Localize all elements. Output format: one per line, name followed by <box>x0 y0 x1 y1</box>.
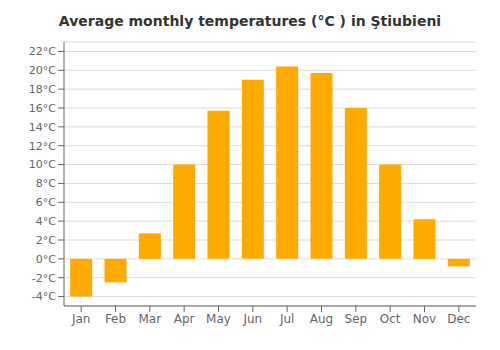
svg-text:Nov: Nov <box>413 312 436 326</box>
svg-text:4°C: 4°C <box>36 215 56 228</box>
svg-text:Apr: Apr <box>174 312 195 326</box>
svg-text:May: May <box>206 312 231 326</box>
svg-text:Dec: Dec <box>447 312 470 326</box>
svg-text:Oct: Oct <box>380 312 401 326</box>
svg-text:Feb: Feb <box>105 312 126 326</box>
svg-text:20°C: 20°C <box>29 64 56 77</box>
svg-text:22°C: 22°C <box>29 45 56 58</box>
svg-text:Jan: Jan <box>71 312 91 326</box>
svg-text:6°C: 6°C <box>36 196 56 209</box>
svg-text:-2°C: -2°C <box>32 272 56 285</box>
svg-text:10°C: 10°C <box>29 158 56 171</box>
svg-text:0°C: 0°C <box>36 253 56 266</box>
svg-text:Jul: Jul <box>279 312 294 326</box>
svg-text:2°C: 2°C <box>36 234 56 247</box>
svg-text:Aug: Aug <box>310 312 333 326</box>
svg-text:Sep: Sep <box>345 312 368 326</box>
svg-text:8°C: 8°C <box>36 177 56 190</box>
svg-text:-4°C: -4°C <box>32 290 56 303</box>
svg-text:Jun: Jun <box>242 312 262 326</box>
svg-text:14°C: 14°C <box>29 121 56 134</box>
svg-text:Mar: Mar <box>139 312 162 326</box>
svg-text:18°C: 18°C <box>29 83 56 96</box>
html-text:Average monthly temperatures (: Average monthly temperatures (°C ) in Şt… <box>58 13 442 29</box>
svg-text:12°C: 12°C <box>29 140 56 153</box>
svg-text:16°C: 16°C <box>29 102 56 115</box>
